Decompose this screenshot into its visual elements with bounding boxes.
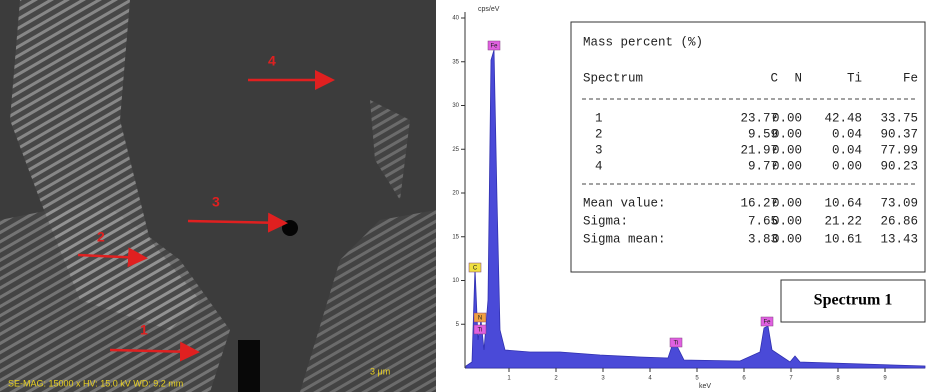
- summary-cell: 0.00: [772, 214, 802, 228]
- table-cell: 0.04: [832, 127, 862, 141]
- peak-label: Ti: [478, 328, 483, 334]
- y-tick-label: 40: [452, 16, 459, 22]
- table-box: [570, 21, 926, 273]
- summary-cell: 10.64: [824, 196, 862, 210]
- summary-cell: 13.43: [880, 232, 918, 246]
- summary-cell: 16.27: [740, 196, 778, 210]
- peak-label: Fe: [763, 320, 771, 326]
- table-cell: 3: [595, 143, 603, 157]
- y-tick-label: 25: [452, 147, 459, 153]
- marker-label: 1: [140, 322, 148, 338]
- summary-cell: Sigma:: [583, 214, 628, 228]
- caption-box: [780, 279, 926, 323]
- x-tick-label: 4: [648, 376, 652, 382]
- table-header: N: [794, 71, 802, 85]
- peak-label: Fe: [490, 44, 498, 50]
- y-tick-label: 15: [452, 234, 459, 240]
- peak-tag: [473, 324, 487, 335]
- table-header: C: [770, 71, 778, 85]
- sem-scale: 3 μm: [370, 366, 390, 376]
- table-cell: 9.77: [748, 159, 778, 173]
- y-tick-label: 20: [452, 191, 459, 197]
- summary-cell: 73.09: [880, 196, 918, 210]
- table-header: Spectrum: [583, 71, 643, 85]
- x-tick-label: 1: [507, 376, 511, 382]
- x-tick-label: 8: [836, 376, 840, 382]
- peak-label: N: [478, 316, 482, 322]
- table-cell: 33.75: [880, 111, 918, 125]
- table-cell: 23.77: [740, 111, 778, 125]
- table-cell: 1: [595, 111, 603, 125]
- peak-label: Ti: [674, 341, 679, 347]
- summary-cell: Sigma mean:: [583, 232, 666, 246]
- marker-label: 4: [268, 53, 276, 69]
- x-tick-label: 3: [601, 376, 605, 382]
- x-tick-label: 9: [883, 376, 887, 382]
- summary-cell: 3.83: [748, 232, 778, 246]
- summary-cell: 0.00: [772, 196, 802, 210]
- x-tick-label: 7: [789, 376, 793, 382]
- y-tick-label: 30: [452, 103, 459, 109]
- table-cell: 21.97: [740, 143, 778, 157]
- summary-cell: 21.22: [824, 214, 862, 228]
- table-cell: 0.04: [832, 143, 862, 157]
- table-cell: 0.00: [772, 159, 802, 173]
- summary-cell: 7.65: [748, 214, 778, 228]
- peak-tag: [473, 312, 487, 323]
- summary-cell: Mean value:: [583, 196, 666, 210]
- summary-cell: 26.86: [880, 214, 918, 228]
- y-unit: cps/eV: [478, 6, 500, 13]
- y-tick-label: 35: [452, 59, 459, 65]
- table-cell: 0.00: [772, 143, 802, 157]
- x-tick-label: 2: [554, 376, 558, 382]
- table-header: Fe: [903, 71, 918, 85]
- table-cell: 77.99: [880, 143, 918, 157]
- table-cell: 2: [595, 127, 603, 141]
- table-cell: 90.37: [880, 127, 918, 141]
- marker-label: 3: [212, 194, 220, 210]
- table-cell: 42.48: [824, 111, 862, 125]
- table-cell: 0.00: [832, 159, 862, 173]
- table-cell: 0.00: [772, 111, 802, 125]
- table-cell: 9.59: [748, 127, 778, 141]
- sem-info: SE-MAG: 15000 x HV: 15.0 kV WD: 9.2 mm: [8, 378, 183, 388]
- peak-tag: [760, 316, 774, 327]
- table-cell: 4: [595, 159, 603, 173]
- x-tick-label: 6: [742, 376, 746, 382]
- peak-tag: [669, 337, 683, 348]
- table-cell: 90.23: [880, 159, 918, 173]
- peak-tag: [468, 262, 482, 273]
- marker-label: 2: [97, 229, 105, 245]
- peak-tag: [487, 40, 501, 51]
- summary-cell: 10.61: [824, 232, 862, 246]
- table-cell: 0.00: [772, 127, 802, 141]
- summary-cell: 0.00: [772, 232, 802, 246]
- table-title: Mass percent (%): [583, 35, 703, 49]
- caption: Spectrum 1: [814, 292, 893, 309]
- x-unit: keV: [699, 383, 711, 390]
- table-header: Ti: [847, 71, 862, 85]
- peak-label: C: [473, 266, 478, 272]
- y-tick-label: 10: [452, 278, 459, 284]
- sem-image: 1 2 3 4 SE-MAG: 15000 x HV: 15.0 kV WD: …: [0, 0, 436, 392]
- y-tick-label: 5: [456, 322, 460, 328]
- x-tick-label: 5: [695, 376, 699, 382]
